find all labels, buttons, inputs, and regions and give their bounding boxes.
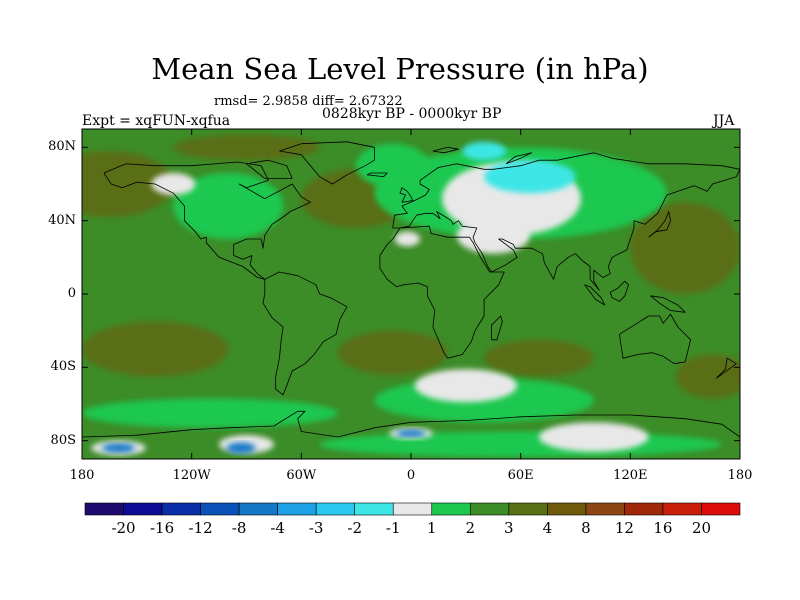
region-brown-north-pacific <box>82 151 174 217</box>
colorbar-label: 16 <box>653 519 673 537</box>
colorbar-swatch <box>123 502 163 516</box>
colorbar-label: 4 <box>542 519 553 537</box>
region-white-north-africa <box>394 231 421 247</box>
coastline-borneo <box>609 280 629 302</box>
coastlines <box>82 141 740 438</box>
colorbar-swatch <box>585 502 625 516</box>
lon-label: 120W <box>172 468 211 483</box>
colorbar-label: 1 <box>426 519 437 537</box>
colorbar-label: 20 <box>691 519 712 537</box>
coastline-britain <box>399 187 414 203</box>
lon-label: 60W <box>286 468 317 483</box>
colorbar-swatch <box>392 502 433 516</box>
region-green-southern-ocean-a <box>82 398 338 428</box>
coastline-madagascar <box>491 315 503 341</box>
colorbar-swatch <box>354 502 394 516</box>
colorbar-label: 8 <box>581 519 591 537</box>
lon-label: 180 <box>727 468 753 483</box>
colorbar-label: -20 <box>111 519 136 537</box>
coastline-africa <box>379 225 505 359</box>
region-white-arabia <box>456 217 530 254</box>
coastline-iceland <box>366 172 388 178</box>
region-white-antarctic-east <box>538 422 649 452</box>
season-label: JJA <box>713 113 735 129</box>
colorbar-swatch <box>84 502 124 516</box>
coastline-new-guinea <box>650 295 686 313</box>
colorbar <box>84 502 741 516</box>
lat-label: 80S <box>50 432 76 448</box>
colorbar-label: 12 <box>614 519 634 537</box>
region-white-south-atlantic <box>414 369 518 403</box>
region-cyan-barents <box>462 141 507 161</box>
region-blue-antarctic-weddell <box>396 429 426 438</box>
colorbar-swatch <box>200 502 240 516</box>
colorbar-swatch <box>277 502 317 516</box>
lat-label: 40N <box>48 212 76 228</box>
region-brown-south-east-pacific <box>676 354 740 399</box>
region-blue-antarctic-ross <box>102 443 136 453</box>
period-label: 0828kyr BP - 0000kyr BP <box>322 106 502 122</box>
region-white-canada <box>151 173 196 195</box>
colorbar-label: -1 <box>385 519 401 537</box>
coastline-new-zealand <box>715 357 737 379</box>
lat-label: 0 <box>67 286 76 301</box>
colorbar-swatch <box>315 502 356 516</box>
coastline-sumatra <box>584 284 606 306</box>
coastline-australia <box>619 313 691 365</box>
region-blue-antarctic-amundsen <box>226 442 256 454</box>
lat-label: 40S <box>50 359 76 375</box>
coastline-antarctica <box>82 410 740 438</box>
region-green-arctic-atlantic <box>356 143 430 188</box>
colorbar-swatch <box>624 502 664 516</box>
colorbar-swatch <box>701 502 741 516</box>
colorbar-label: 2 <box>465 519 476 537</box>
coastline-baffin <box>246 159 293 179</box>
region-brown-arctic-canada <box>173 134 320 161</box>
coastline-greenland <box>279 141 375 185</box>
coastline-novaya-zemlya <box>505 152 532 165</box>
coastline-japan <box>648 211 671 238</box>
colorbar-label: -4 <box>270 519 285 537</box>
lon-label: 180 <box>69 468 95 483</box>
lon-label: 0 <box>406 468 416 483</box>
pressure-field <box>82 129 740 459</box>
colorbar-label: -12 <box>188 519 213 537</box>
region-brown-south-atlantic <box>337 330 448 375</box>
colorbar-label: -2 <box>347 519 363 537</box>
region-green-north-america <box>173 173 284 239</box>
experiment-label: Expt = xqFUN-xqfua <box>82 113 231 129</box>
colorbar-label: -8 <box>231 519 247 537</box>
lat-label: 80N <box>48 139 76 155</box>
region-brown-south-pacific <box>82 321 229 377</box>
colorbar-swatch <box>662 502 702 516</box>
lon-label: 60E <box>507 468 534 483</box>
colorbar-swatch <box>238 502 278 516</box>
stats-line: rmsd= 2.9858 diff= 2.67322 <box>214 94 403 109</box>
colorbar-swatch <box>508 502 548 516</box>
colorbar-label: 3 <box>504 519 514 537</box>
region-cyan-siberia <box>484 160 576 194</box>
region-brown-west-pacific <box>630 202 740 294</box>
axis-ticks <box>81 129 741 459</box>
coastline-south-america <box>262 271 348 396</box>
coastline-north-america <box>103 161 311 280</box>
colorbar-label: -16 <box>149 519 175 537</box>
region-brown-indian-ocean <box>484 339 594 377</box>
figure-title: Mean Sea Level Pressure (in hPa) <box>151 52 649 86</box>
coastline-svalbard <box>432 146 459 154</box>
colorbar-swatch <box>431 502 471 516</box>
lon-label: 120E <box>613 468 648 483</box>
colorbar-swatch <box>469 502 510 516</box>
coastline-eurasia <box>392 152 740 291</box>
colorbar-swatch <box>547 502 587 516</box>
colorbar-label: -3 <box>308 519 324 537</box>
colorbar-swatch <box>161 502 201 516</box>
